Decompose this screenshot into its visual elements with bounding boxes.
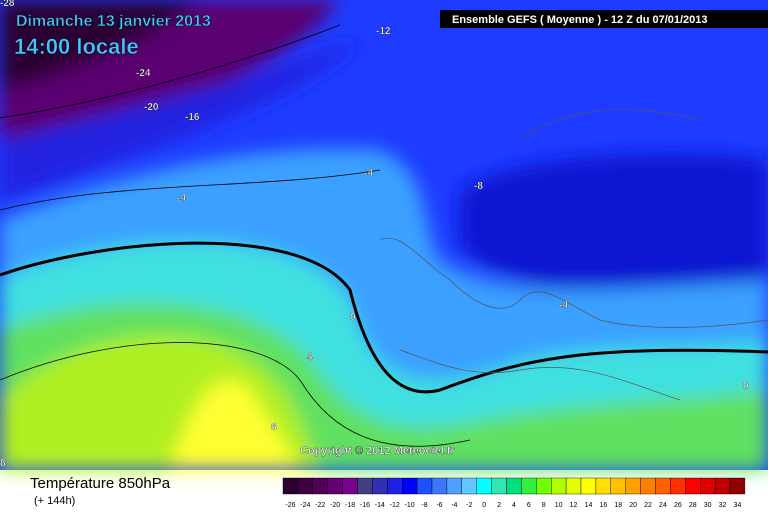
contour-label: -4 [559,300,568,311]
contour-label: -8 [474,181,483,192]
color-scale: -26 -24 -22 -20 -18 -16 -14 -12 -10 -8 -6 -4 -2 0 2 4 6 8… [282,477,746,509]
scale-label: 20 [629,502,637,509]
scale-label: -10 [405,502,415,509]
scale-swatch [700,477,716,495]
scale-swatch [357,477,373,495]
contour-label: 0 [350,312,356,323]
scale-swatch [402,477,418,495]
scale-label: 4 [512,502,516,509]
scale-label: -14 [375,502,385,509]
scale-swatch [506,477,522,495]
scale-label: 12 [570,502,578,509]
scale-swatch [714,477,731,495]
scale-label: 22 [644,502,652,509]
scale-swatch [670,477,686,495]
run-box [440,10,768,28]
contour-label: -24 [136,68,151,79]
contour-label: -4 [364,168,373,179]
scale-swatch [327,477,343,495]
scale-label: -6 [436,502,442,509]
scale-label: 6 [527,502,531,509]
scale-label: -12 [390,502,400,509]
map: -28 -12 -24 -20 -16 -4 -8 -4 -4 0 4 0 8 8 Ensemble GE… [0,0,768,470]
scale-label: 10 [555,502,563,509]
contour-label: -16 [185,112,200,123]
scale-swatch [387,477,403,495]
scale-swatch [372,477,388,495]
scale-label: 32 [719,502,727,509]
scale-swatch [312,477,328,495]
scale-label: 16 [599,502,607,509]
scale-swatch [476,477,492,495]
lead-time: (+ 144h) [34,495,75,507]
contour-label: -28 [0,0,15,9]
scale-label: -20 [330,502,340,509]
scale-label: -16 [360,502,370,509]
contour-label: 0 [743,381,749,392]
scale-swatch [640,477,656,495]
contour-label: -12 [376,26,391,37]
scale-swatch [565,477,582,495]
scale-label: 28 [689,502,697,509]
scale-swatch [461,477,477,495]
contour-label: -4 [177,193,186,204]
temperature-field [0,0,768,470]
scale-swatch [416,477,433,495]
scale-label: 8 [542,502,546,509]
scale-swatch [491,477,507,495]
contour-label: 8 [0,458,6,469]
scale-swatch [595,477,612,495]
scale-swatch [282,477,299,495]
contour-labels: -28 -12 -24 -20 -16 -4 -8 -4 -4 0 4 0 8 8 [0,0,749,469]
scale-label: 18 [614,502,622,509]
scale-swatch [536,477,552,495]
scale-label: -24 [300,502,310,509]
scale-swatch [580,477,597,495]
contour-label: -20 [144,102,159,113]
scale-label: 26 [674,502,682,509]
scale-swatch [342,477,358,495]
coastlines [379,109,768,401]
scale-swatch [655,477,671,495]
time: 14:00 locale [14,34,139,59]
scale-swatch [685,477,701,495]
scale-swatch [297,477,313,495]
scale-label: 24 [659,502,667,509]
scale-label: 34 [734,502,742,509]
scale-swatch [610,477,626,495]
scale-swatch [521,477,537,495]
scale-label: 30 [704,502,712,509]
scale-swatch [446,477,462,495]
scale-label: -4 [451,502,457,509]
scale-label: -26 [285,502,295,509]
copyright: Copyright © 2012 Meteociel.fr [300,445,456,457]
contour-label: 4 [307,352,313,363]
contour-label: 8 [271,422,277,433]
scale-swatch [551,477,567,495]
scale-label: 0 [482,502,486,509]
field-title: Température 850hPa [30,475,171,492]
scale-label: -2 [466,502,472,509]
scale-swatch [431,477,448,495]
scale-swatch [729,477,746,495]
scale-label: -22 [315,502,325,509]
run-info: Ensemble GEFS ( Moyenne ) - 12 Z du 07/0… [452,14,708,26]
contours [0,24,768,447]
scale-label: -18 [345,502,355,509]
scale-label: 14 [585,502,593,509]
scale-swatch [625,477,641,495]
date: Dimanche 13 janvier 2013 [16,13,211,30]
scale-label: 2 [497,502,501,509]
scale-label: -8 [421,502,427,509]
